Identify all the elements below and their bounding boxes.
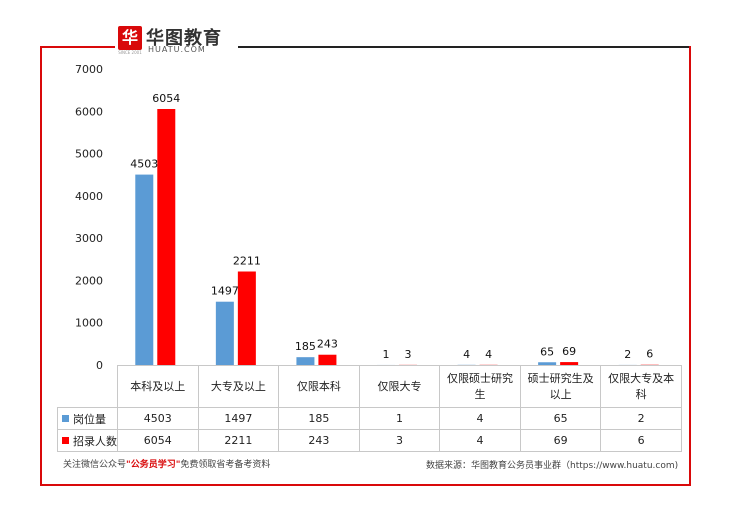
y-tick-label: 2000 [75, 274, 103, 287]
series-legend-cell: 岗位量 [57, 407, 118, 430]
huatu-logo: 华 SINCE 2001 华图教育 HUATU.COM [118, 26, 236, 55]
table-cell: 69 [519, 429, 602, 452]
series-name: 岗位量 [73, 412, 106, 426]
table-cell: 6054 [117, 429, 199, 452]
category-label-line: 本科及以上 [130, 379, 186, 393]
table-cell: 4 [439, 407, 521, 430]
logo-since: SINCE 2001 [118, 50, 142, 55]
table-cell: 185 [278, 407, 360, 430]
footer-promo-prefix: 关注微信公众号 [63, 460, 127, 470]
category-label-line: 仅限大专及本 [608, 371, 675, 385]
table-category-header: 仅限大专 [358, 365, 441, 408]
table-cell: 4503 [117, 407, 199, 430]
table-corner [57, 365, 118, 408]
data-label: 3 [404, 348, 411, 361]
table-cell: 243 [278, 429, 360, 452]
data-label: 65 [540, 345, 554, 358]
bar-recruits-2 [318, 354, 337, 365]
data-label: 1497 [211, 285, 239, 298]
frame-top-right-line [238, 46, 690, 48]
footer-promo-suffix: 免费领取省考备考资料 [180, 460, 271, 470]
data-label: 69 [562, 345, 576, 358]
data-label: 6054 [152, 92, 180, 105]
table-cell: 1 [358, 407, 441, 430]
data-label: 4 [485, 348, 492, 361]
table-category-header: 仅限大专及本科 [600, 365, 682, 408]
legend-swatch-icon [62, 437, 69, 444]
table-category-header: 仅限硕士研究生 [439, 365, 521, 408]
category-label-line: 生 [474, 387, 486, 401]
table-category-header: 仅限本科 [278, 365, 360, 408]
frame-top-left-line [40, 46, 115, 48]
y-tick-label: 7000 [75, 63, 103, 76]
category-label-line: 硕士研究生及 [527, 371, 594, 385]
bar-positions-0 [135, 174, 154, 365]
data-label: 2 [624, 348, 631, 361]
table-cell: 3 [358, 429, 441, 452]
data-table: 本科及以上 大专及以上 仅限本科 仅限大专 仅限硕士研究生硕士研究生及 以上 仅限大专及本科… [57, 365, 682, 452]
data-label: 2211 [233, 255, 261, 268]
data-label: 4503 [130, 158, 158, 171]
table-cell: 6 [600, 429, 682, 452]
category-label-line: 科 [635, 387, 647, 401]
table-row: 招录人数 6054 2211 243 3 4 69 6 [57, 429, 682, 452]
footer-source: 数据来源：华图教育公务员事业群（https://www.huatu.com) [426, 461, 679, 471]
logo-name-en: HUATU.COM [148, 45, 206, 54]
bar-positions-1 [215, 301, 234, 365]
frame-bottom-line [40, 484, 691, 486]
bar-positions-2 [296, 357, 315, 365]
table-category-header: 本科及以上 [117, 365, 199, 408]
logo-mark-icon: 华 [118, 26, 142, 50]
data-labels: 4503 6054 1497 2211 185 243 1 3 4 4 65 69 2 6 [130, 92, 653, 361]
frame-left-line [40, 46, 42, 486]
data-label: 243 [317, 338, 338, 351]
data-label: 1 [382, 348, 389, 361]
category-label-line: 仅限本科 [296, 379, 341, 393]
logo-name-cn: 华图教育 [146, 28, 222, 49]
category-label-line: 以上 [549, 387, 572, 401]
category-label-line: 大专及以上 [210, 379, 266, 393]
series-legend-cell: 招录人数 [57, 429, 118, 452]
y-tick-label: 1000 [75, 317, 103, 330]
category-label-line: 仅限大专 [377, 379, 422, 393]
table-cell: 1497 [197, 407, 280, 430]
y-tick-label: 4000 [75, 190, 103, 203]
bar-recruits-1 [237, 271, 256, 365]
footer-promo: 关注微信公众号"公务员学习"免费领取省考备考资料 [63, 457, 270, 470]
bar-recruits-0 [157, 109, 176, 365]
data-label: 6 [646, 348, 653, 361]
category-label-line: 仅限硕士研究 [447, 371, 514, 385]
bar-recruits-5 [560, 362, 579, 365]
footer-promo-account: "公务员学习" [126, 460, 181, 470]
series-name: 招录人数 [73, 434, 117, 448]
table-category-header: 大专及以上 [197, 365, 280, 408]
data-label: 185 [295, 340, 316, 353]
table-cell: 4 [439, 429, 521, 452]
legend-swatch-icon [62, 415, 69, 422]
y-tick-label: 6000 [75, 105, 103, 118]
data-label: 4 [463, 348, 470, 361]
table-header-row: 本科及以上 大专及以上 仅限本科 仅限大专 仅限硕士研究生硕士研究生及 以上 仅限大专及本科 [57, 365, 682, 408]
table-row: 岗位量 4503 1497 185 1 4 65 2 [57, 407, 682, 430]
table-cell: 2 [600, 407, 682, 430]
bars [135, 109, 659, 365]
y-tick-label: 3000 [75, 232, 103, 245]
bar-positions-5 [538, 362, 557, 365]
table-category-header: 硕士研究生及 以上 [519, 365, 602, 408]
table-cell: 2211 [197, 429, 280, 452]
frame-right-line [689, 46, 691, 486]
table-cell: 65 [519, 407, 602, 430]
y-tick-label: 5000 [75, 148, 103, 161]
